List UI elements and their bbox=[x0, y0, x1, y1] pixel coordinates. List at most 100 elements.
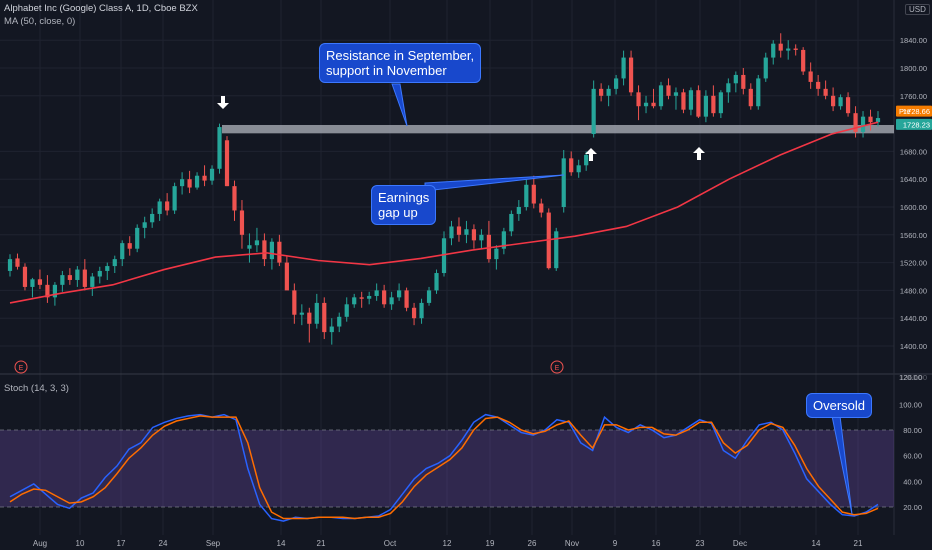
stoch-d-line bbox=[9, 415, 879, 520]
candle-body bbox=[853, 113, 858, 132]
currency-badge[interactable]: USD bbox=[905, 4, 930, 15]
candle-body bbox=[831, 95, 836, 107]
last-price-label: 1728.23 bbox=[903, 120, 930, 129]
candle-body bbox=[539, 203, 544, 213]
candle bbox=[7, 254, 13, 277]
earnings-callout-pointer bbox=[424, 174, 565, 192]
candle bbox=[838, 94, 843, 110]
resistance-callout: Resistance in September, support in Nove… bbox=[319, 43, 482, 83]
candle-body bbox=[165, 201, 170, 211]
time-tick-label: Oct bbox=[384, 539, 397, 548]
price-tick-label: 1360.00 bbox=[900, 373, 927, 382]
candle-body bbox=[509, 213, 514, 232]
candle bbox=[359, 291, 364, 308]
earnings-callout: Earnings gap up bbox=[371, 185, 437, 225]
candle bbox=[157, 198, 162, 221]
candle bbox=[801, 47, 806, 75]
resistance-callout-pointer bbox=[391, 83, 408, 127]
up-arrow-icon bbox=[693, 147, 705, 160]
candle-body bbox=[419, 302, 424, 319]
candle-body bbox=[449, 226, 454, 239]
candle bbox=[614, 74, 619, 95]
down-arrow-icon bbox=[217, 96, 229, 109]
candle bbox=[389, 291, 394, 310]
candle bbox=[262, 233, 267, 267]
candle-body bbox=[561, 158, 566, 207]
candle bbox=[726, 78, 731, 103]
candle-body bbox=[299, 312, 304, 315]
candle-body bbox=[322, 302, 327, 333]
candle-body bbox=[718, 92, 723, 114]
time-tick-label: 14 bbox=[277, 539, 286, 548]
pre-label: Pre bbox=[899, 107, 911, 116]
time-tick-label: 26 bbox=[528, 539, 537, 548]
candle-body bbox=[441, 238, 447, 274]
candle bbox=[771, 40, 776, 65]
price-tick-label: 1520.00 bbox=[900, 259, 927, 268]
price-tick-label: 1760.00 bbox=[900, 92, 927, 101]
candle bbox=[860, 111, 866, 138]
candle bbox=[703, 90, 708, 123]
candle-body bbox=[793, 48, 798, 50]
candle bbox=[733, 71, 738, 93]
candle-body bbox=[45, 284, 50, 298]
candle-body bbox=[614, 78, 619, 89]
candle-body bbox=[456, 226, 462, 235]
time-tick-label: 10 bbox=[76, 539, 85, 548]
candle bbox=[75, 266, 80, 287]
candle-body bbox=[599, 88, 604, 96]
stoch-tick-label: 120.00 bbox=[899, 373, 922, 382]
candle bbox=[554, 227, 559, 271]
candle-body bbox=[7, 259, 13, 271]
candle-body bbox=[763, 57, 768, 79]
candle bbox=[584, 151, 589, 171]
candle-body bbox=[30, 279, 35, 287]
candle bbox=[793, 44, 798, 56]
candle bbox=[314, 293, 319, 329]
candle bbox=[22, 263, 28, 291]
candle-body bbox=[875, 118, 881, 123]
candle bbox=[142, 216, 147, 239]
candle-body bbox=[367, 295, 372, 299]
candle-body bbox=[120, 243, 125, 260]
candle bbox=[329, 318, 334, 345]
candle bbox=[105, 262, 110, 280]
time-tick-label: 23 bbox=[696, 539, 705, 548]
candle-body bbox=[135, 227, 140, 249]
candle bbox=[37, 269, 43, 290]
candle bbox=[322, 297, 327, 340]
candle bbox=[382, 284, 387, 308]
stoch-legend: Stoch (14, 3, 3) bbox=[4, 383, 69, 394]
candle bbox=[194, 172, 200, 190]
candle-body bbox=[651, 102, 656, 107]
candle bbox=[397, 283, 402, 301]
candle-body bbox=[756, 78, 761, 107]
candle bbox=[636, 85, 641, 121]
candle-body bbox=[337, 316, 342, 327]
candle-body bbox=[254, 240, 260, 246]
candle-body bbox=[374, 290, 379, 296]
time-tick-label: Aug bbox=[33, 539, 47, 548]
candle bbox=[658, 81, 664, 110]
candle-body bbox=[344, 304, 349, 317]
candle-body bbox=[584, 154, 589, 166]
candle bbox=[165, 193, 170, 216]
candle-body bbox=[696, 90, 701, 117]
candle-body bbox=[494, 248, 499, 260]
candle-body bbox=[60, 275, 65, 285]
price-tick-label: 1640.00 bbox=[900, 175, 927, 184]
resistance-zone bbox=[222, 124, 894, 134]
stoch-tick-label: 80.00 bbox=[903, 426, 922, 435]
candle-body bbox=[838, 97, 843, 107]
candle bbox=[853, 106, 858, 138]
stoch-tick-label: 60.00 bbox=[903, 452, 922, 461]
stoch-k-line bbox=[9, 413, 879, 522]
candle-body bbox=[516, 207, 521, 214]
candle bbox=[823, 80, 828, 100]
candle bbox=[718, 90, 723, 119]
candle-body bbox=[673, 92, 679, 96]
candle-body bbox=[67, 275, 72, 280]
stoch-tick-label: 40.00 bbox=[903, 477, 922, 486]
candle bbox=[643, 95, 649, 114]
